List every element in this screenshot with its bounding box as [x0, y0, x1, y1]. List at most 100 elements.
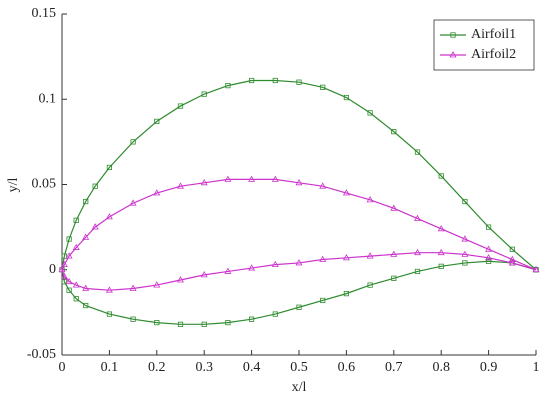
x-tick-label: 0.1	[101, 360, 119, 375]
marker	[461, 235, 469, 242]
marker	[343, 291, 350, 297]
marker	[200, 271, 208, 278]
marker	[200, 178, 208, 186]
marker	[390, 250, 398, 257]
marker	[201, 321, 207, 327]
legend-marker	[450, 32, 456, 38]
legend-box	[433, 19, 535, 71]
x-tick-label: 0.2	[148, 360, 166, 375]
marker	[177, 321, 184, 327]
marker	[366, 252, 374, 259]
x-tick-label: 0	[59, 360, 66, 375]
marker	[83, 302, 89, 309]
x-tick-label: 0.6	[338, 360, 356, 375]
y-tick-label: -0.05	[27, 347, 56, 362]
marker	[153, 189, 161, 196]
marker	[343, 94, 350, 101]
marker	[154, 320, 160, 326]
marker	[177, 103, 184, 109]
marker	[462, 260, 468, 266]
marker	[366, 196, 374, 203]
marker	[272, 77, 278, 84]
marker	[225, 320, 231, 326]
marker	[438, 263, 444, 269]
marker	[106, 311, 112, 317]
marker	[224, 175, 232, 182]
legend-label: Airfoil1	[471, 27, 516, 42]
marker	[508, 255, 516, 262]
marker	[295, 259, 303, 266]
marker	[271, 260, 279, 268]
marker	[201, 91, 207, 97]
marker	[106, 164, 112, 171]
marker	[225, 83, 231, 89]
y-tick-label: 0.05	[32, 177, 57, 192]
marker	[414, 214, 421, 221]
marker	[66, 287, 72, 293]
x-axis-label: x/l	[292, 380, 307, 395]
marker	[177, 182, 184, 189]
marker	[437, 225, 445, 232]
marker	[414, 248, 421, 256]
marker	[61, 253, 67, 259]
marker	[508, 259, 516, 266]
y-tick-label: 0.15	[32, 6, 57, 21]
x-tick-label: 0.5	[290, 360, 308, 375]
marker	[485, 258, 492, 264]
marker	[248, 175, 256, 182]
marker	[60, 272, 68, 279]
marker	[91, 223, 99, 230]
legend-marker	[449, 51, 457, 58]
y-tick-label: 0.1	[39, 91, 57, 106]
marker	[342, 189, 350, 196]
marker	[414, 268, 421, 275]
marker	[154, 118, 160, 125]
marker	[105, 213, 113, 220]
marker	[319, 255, 327, 262]
marker	[391, 275, 397, 281]
marker	[65, 252, 73, 259]
marker	[272, 311, 278, 317]
marker	[509, 246, 515, 252]
marker	[73, 296, 79, 302]
marker	[319, 182, 327, 189]
marker	[461, 250, 469, 257]
marker	[485, 253, 493, 261]
marker	[130, 139, 136, 145]
x-tick-label: 1	[533, 360, 540, 375]
marker	[65, 277, 73, 285]
marker	[153, 281, 161, 288]
marker	[414, 149, 421, 155]
marker	[248, 264, 256, 271]
marker	[438, 173, 444, 179]
legend-label: Airfoil2	[471, 47, 516, 62]
marker	[177, 276, 184, 283]
x-tick-label: 0.8	[432, 360, 450, 375]
marker	[73, 217, 79, 223]
marker	[391, 129, 397, 135]
marker	[58, 265, 66, 273]
marker	[61, 279, 67, 285]
marker	[271, 175, 279, 182]
marker	[296, 79, 302, 85]
marker	[130, 316, 136, 322]
marker	[390, 204, 398, 211]
marker	[320, 297, 326, 304]
x-tick-label: 0.3	[195, 360, 213, 375]
marker	[248, 77, 255, 84]
x-tick-label: 0.7	[385, 360, 403, 375]
marker	[295, 178, 303, 186]
x-tick-label: 0.9	[480, 360, 498, 375]
series-line	[61, 178, 537, 291]
marker	[342, 253, 350, 261]
marker	[320, 84, 326, 90]
marker	[296, 304, 302, 310]
marker	[82, 233, 90, 240]
marker	[248, 316, 255, 322]
marker	[105, 286, 113, 293]
series-line	[61, 79, 537, 325]
marker	[485, 245, 493, 252]
marker	[72, 281, 80, 288]
